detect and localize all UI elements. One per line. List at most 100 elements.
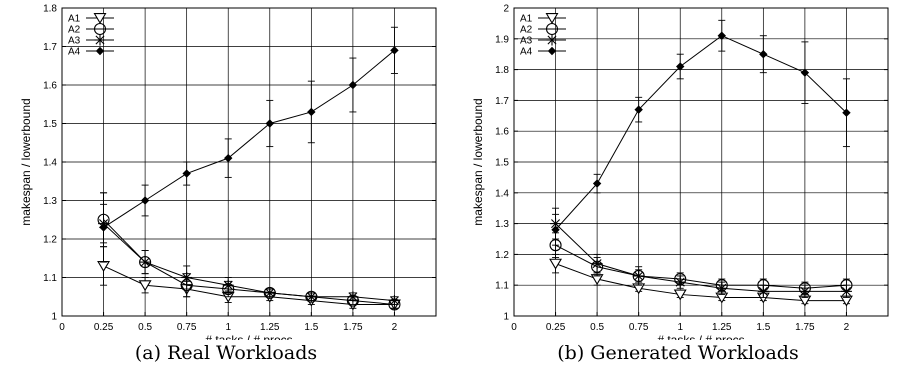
data-point bbox=[182, 169, 191, 178]
y-tick-label: 1.3 bbox=[495, 219, 509, 230]
data-point bbox=[800, 68, 810, 77]
y-tick-label: 1.2 bbox=[495, 250, 509, 261]
y-tick-label: 2 bbox=[503, 4, 509, 15]
data-point bbox=[138, 280, 152, 292]
x-tick-label: 0.25 bbox=[94, 322, 114, 333]
x-tick-label: 1.75 bbox=[795, 322, 815, 333]
data-point bbox=[99, 223, 108, 232]
data-point bbox=[139, 256, 151, 268]
x-tick-label: 1 bbox=[677, 322, 683, 333]
x-tick-label: 1.75 bbox=[343, 322, 363, 333]
data-point bbox=[674, 276, 686, 288]
legend-label-a4: A4 bbox=[68, 47, 81, 58]
data-point bbox=[592, 179, 602, 188]
data-point bbox=[140, 196, 150, 205]
data-point bbox=[305, 291, 317, 303]
data-point bbox=[390, 46, 399, 55]
y-tick-label: 1.5 bbox=[43, 119, 57, 130]
data-point bbox=[222, 279, 234, 291]
grid bbox=[514, 8, 888, 316]
y-tick-label: 1.9 bbox=[495, 34, 509, 45]
legend-marker-a3 bbox=[94, 34, 106, 46]
legend-marker-a4 bbox=[547, 46, 557, 56]
series-a4 bbox=[551, 19, 851, 246]
y-tick-label: 1.1 bbox=[495, 281, 509, 292]
y-tick-label: 1.6 bbox=[495, 127, 509, 138]
x-tick-label: 1 bbox=[225, 322, 231, 333]
legend-marker-a1 bbox=[545, 13, 559, 25]
legend-label-a3: A3 bbox=[68, 36, 81, 47]
x-tick-label: 1.25 bbox=[260, 322, 280, 333]
y-tick-label: 1.6 bbox=[43, 81, 57, 92]
data-point bbox=[634, 105, 643, 114]
y-tick-label: 1.4 bbox=[43, 158, 57, 169]
data-point bbox=[224, 153, 233, 163]
y-tick-label: 1.4 bbox=[495, 188, 509, 199]
y-tick-label: 1.5 bbox=[495, 158, 509, 169]
data-point bbox=[591, 258, 603, 270]
data-point bbox=[549, 258, 563, 270]
data-point bbox=[633, 270, 645, 282]
x-tick-label: 1.5 bbox=[304, 322, 318, 333]
y-tick-label: 1.1 bbox=[43, 273, 57, 284]
data-point bbox=[265, 119, 274, 128]
legend-label-a2: A2 bbox=[520, 25, 533, 36]
data-point bbox=[97, 260, 111, 272]
y-axis-label: makespan / lowerbound bbox=[471, 98, 485, 225]
y-tick-label: 1.7 bbox=[495, 96, 509, 107]
series-line-a2 bbox=[555, 244, 847, 289]
data-point bbox=[759, 49, 768, 59]
legend-marker-a3 bbox=[546, 34, 558, 46]
chart-generated-workloads: 1 1.1 1.2 1.3 1.4 1.5 1.6 1.7 1.8 1.9 2 0 0.25 0.5 0.7… bbox=[471, 4, 889, 340]
data-point bbox=[348, 80, 358, 90]
legend-label-a1: A1 bbox=[68, 14, 81, 25]
series-line-a4 bbox=[555, 35, 847, 231]
y-tick-label: 1.7 bbox=[43, 42, 57, 53]
x-axis-label: # tasks / # procs bbox=[205, 333, 292, 340]
data-point bbox=[264, 287, 276, 299]
data-point bbox=[673, 289, 687, 301]
x-tick-label: 0 bbox=[59, 322, 65, 333]
series-line-a3 bbox=[555, 223, 847, 292]
data-point bbox=[676, 62, 685, 71]
x-tick-label: 0.75 bbox=[177, 322, 197, 333]
series-line-a2 bbox=[103, 219, 395, 305]
data-point bbox=[757, 285, 769, 297]
data-point bbox=[840, 285, 852, 297]
x-tick-label: 0.5 bbox=[138, 322, 152, 333]
data-point bbox=[388, 295, 400, 307]
y-tick-label: 1.8 bbox=[495, 65, 509, 76]
data-point bbox=[799, 285, 811, 297]
y-tick-label: 1.8 bbox=[43, 4, 57, 15]
y-tick-label: 1 bbox=[503, 312, 509, 323]
x-tick-label: 1.5 bbox=[756, 322, 770, 333]
legend-marker-a1 bbox=[93, 13, 107, 25]
legend-label-a2: A2 bbox=[68, 25, 81, 36]
x-tick-label: 0.25 bbox=[546, 322, 566, 333]
y-tick-label: 1.2 bbox=[43, 235, 57, 246]
data-point bbox=[717, 31, 726, 40]
series-a4 bbox=[99, 26, 399, 263]
legend-label-a3: A3 bbox=[520, 36, 533, 47]
caption-generated-workloads: (b) Generated Workloads bbox=[557, 342, 799, 364]
x-tick-label: 1.25 bbox=[712, 322, 732, 333]
x-axis-label: # tasks / # procs bbox=[657, 333, 744, 340]
x-tick-label: 0.5 bbox=[590, 322, 604, 333]
chart-real-workloads: 1 1.1 1.2 1.3 1.4 1.5 1.6 1.7 1.8 0 0.25 0.5 0.75 1 1.… bbox=[19, 4, 437, 340]
series-line-a3 bbox=[103, 223, 395, 302]
y-axis-label: makespan / lowerbound bbox=[19, 98, 33, 225]
x-tick-label: 0 bbox=[511, 322, 517, 333]
x-tick-label: 2 bbox=[392, 322, 398, 333]
y-tick-label: 1 bbox=[51, 312, 57, 323]
series-line-a1 bbox=[103, 265, 395, 305]
data-point bbox=[181, 272, 193, 283]
legend-label-a1: A1 bbox=[520, 14, 533, 25]
data-point bbox=[842, 108, 851, 117]
chart-panel-generated-workloads: 1 1.1 1.2 1.3 1.4 1.5 1.6 1.7 1.8 1.9 2 0 0.25 0.5 0.7… bbox=[452, 0, 904, 386]
chart-panel-real-workloads: 1 1.1 1.2 1.3 1.4 1.5 1.6 1.7 1.8 0 0.25 0.5 0.75 1 1.… bbox=[19, 4, 437, 364]
series-a1 bbox=[97, 246, 401, 311]
legend-label-a4: A4 bbox=[520, 47, 533, 58]
series-line-a1 bbox=[555, 263, 847, 302]
grid bbox=[62, 8, 436, 316]
